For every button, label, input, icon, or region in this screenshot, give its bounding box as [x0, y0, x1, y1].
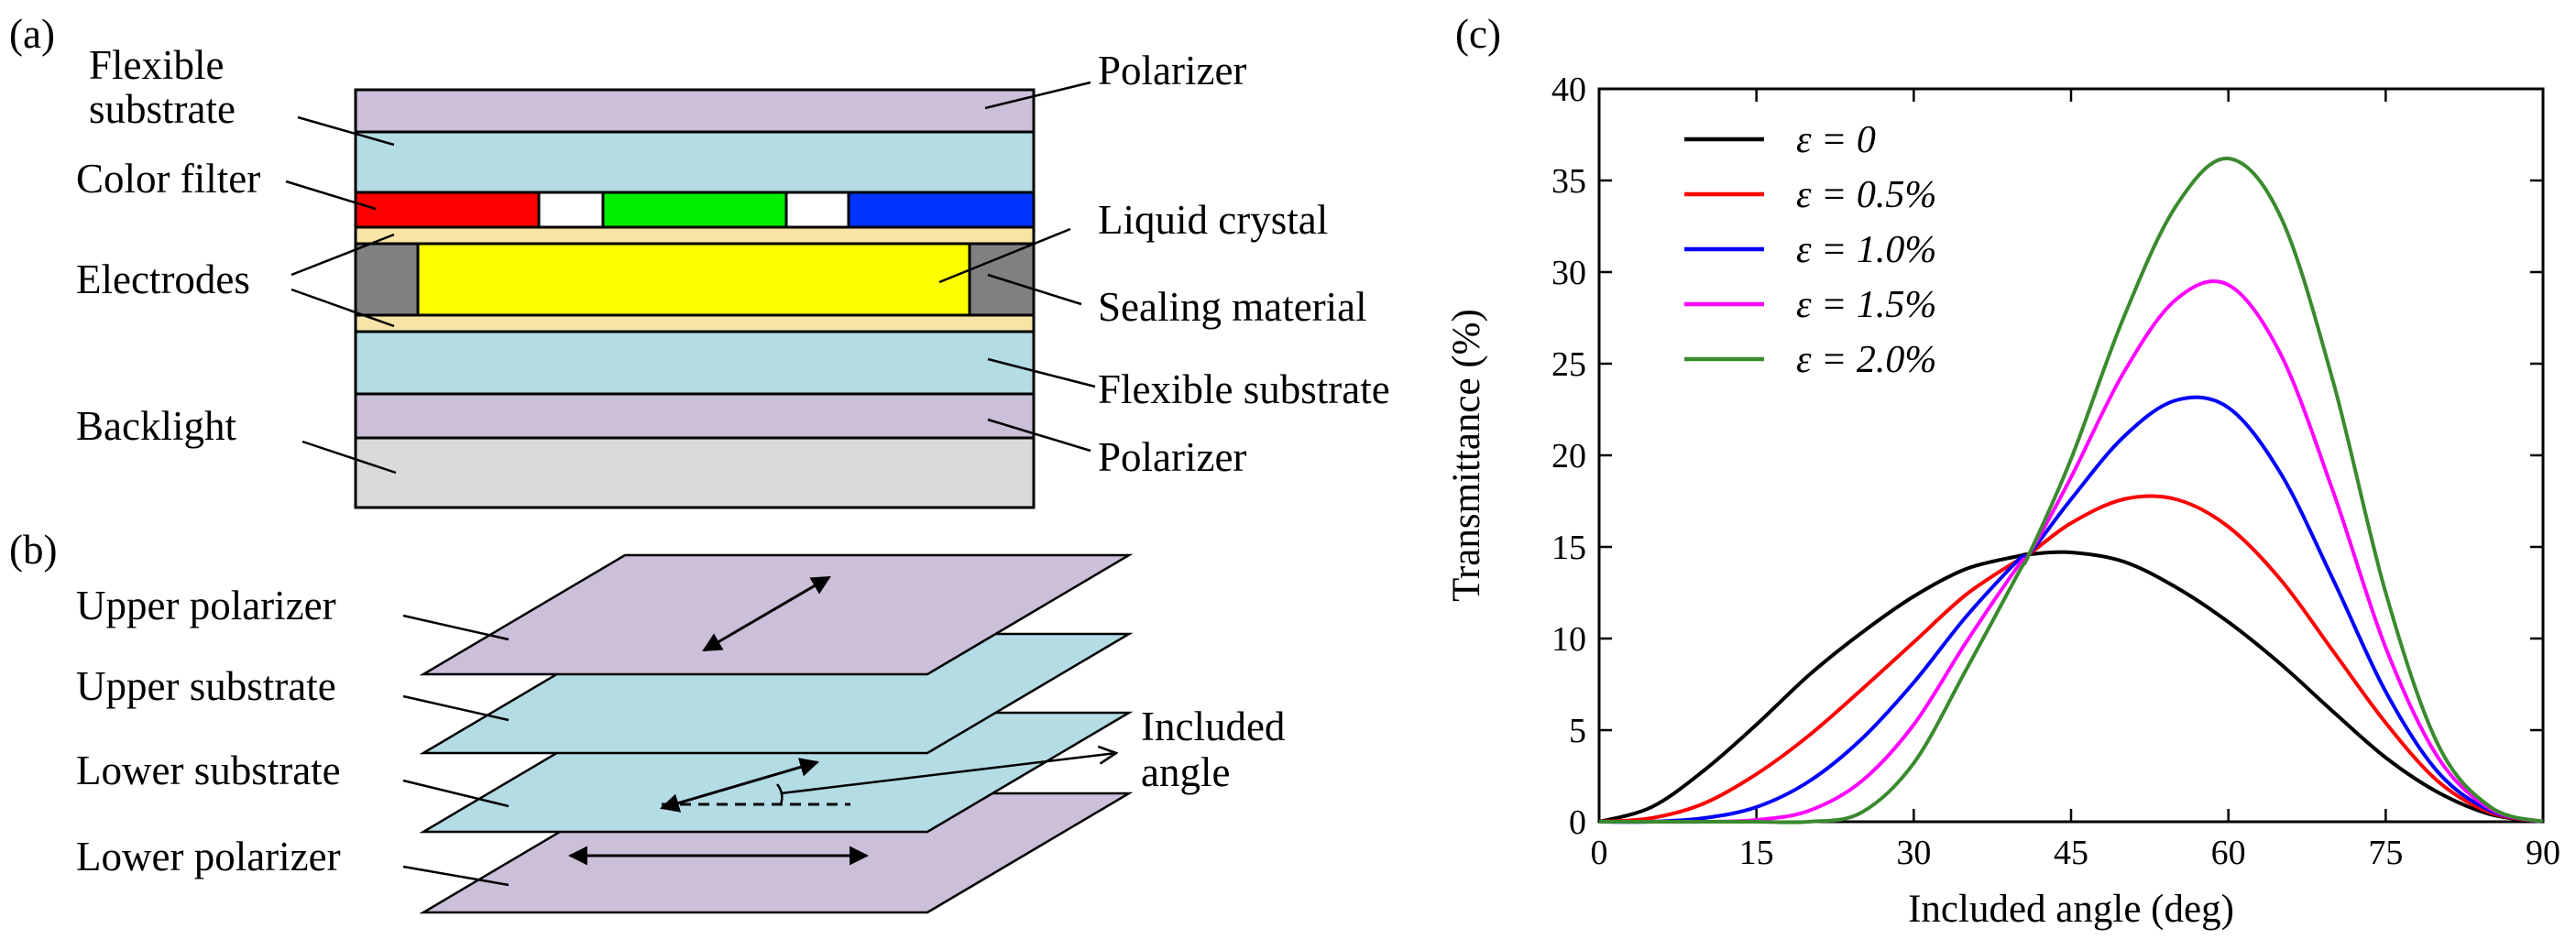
label-polarizer-top: Polarizer [1098, 48, 1246, 93]
series-line-0 [1598, 550, 2544, 824]
lcd-stack [354, 88, 1036, 509]
x-tick-label: 15 [1739, 834, 1774, 872]
label-electrodes: Electrodes [76, 257, 250, 302]
legend-label-2: ε = 1.0% [1796, 229, 1936, 271]
y-tick-label: 20 [1551, 437, 1586, 475]
label-flexible-substrate-line2: substrate [89, 86, 236, 132]
x-tick-label: 90 [2526, 834, 2560, 872]
filter-red [354, 191, 541, 229]
y-tick-label: 40 [1551, 71, 1586, 109]
panel-a-leader-lines [285, 81, 1096, 475]
filter-white-2 [784, 191, 850, 229]
top-polarizer-layer [354, 88, 1036, 134]
included-angle-pointer [780, 753, 1116, 795]
x-tick-label: 30 [1896, 834, 1931, 872]
top-electrode-layer [354, 225, 1036, 246]
label-sealing-material: Sealing material [1098, 284, 1367, 330]
sealing-left [354, 242, 420, 317]
filter-blue [847, 191, 1036, 229]
label-backlight: Backlight [76, 403, 236, 449]
panel-c-tag: (c) [1455, 11, 1501, 57]
x-tick-label: 45 [2054, 834, 2088, 872]
y-tick-label: 35 [1551, 162, 1586, 201]
series-line-3 [1599, 279, 2544, 824]
filter-green [601, 191, 788, 229]
label-included-line2: angle [1141, 749, 1230, 795]
upper-polarizer-axis-arrow [702, 575, 831, 652]
series-line-1 [1598, 494, 2544, 824]
x-tick-label: 75 [2368, 834, 2403, 872]
legend-label-1: ε = 0.5% [1796, 174, 1936, 216]
label-upper-substrate: Upper substrate [76, 663, 336, 709]
backlight-layer [354, 436, 1036, 509]
x-tick-label: 60 [2211, 834, 2246, 872]
label-included-line1: Included [1141, 704, 1285, 749]
bottom-polarizer-layer [354, 392, 1036, 440]
label-lower-polarizer: Lower polarizer [76, 834, 341, 879]
legend-label-3: ε = 1.5% [1796, 284, 1936, 326]
panel-c: (c) 0 5 10 15 20 25 30 35 40 0 15 30 45 60 75 90 ε = 0 ε … [1445, 11, 2560, 931]
legend-label-0: ε = 0 [1796, 119, 1876, 161]
polarization-arrows [567, 575, 1116, 866]
substrate-rubbing-arrow [659, 758, 820, 813]
panel-b-tag: (b) [9, 527, 57, 573]
label-upper-polarizer: Upper polarizer [76, 583, 336, 628]
bottom-substrate-layer [354, 330, 1036, 396]
liquid-crystal-layer [416, 242, 971, 317]
chart-layer: 0 5 10 15 20 25 30 35 40 0 15 30 45 60 75 90 ε = 0 ε = 0.… [1551, 71, 2560, 872]
label-color-filter: Color filter [76, 156, 260, 202]
panel-b-leader-lines [402, 614, 510, 887]
series-line-4 [1599, 156, 2544, 824]
label-lower-substrate: Lower substrate [76, 748, 341, 793]
panel-a: (a) [9, 11, 1390, 509]
y-tick-label: 15 [1551, 529, 1586, 567]
legend-label-4: ε = 2.0% [1796, 339, 1936, 381]
bottom-electrode-layer [354, 313, 1036, 333]
y-tick-label: 25 [1551, 345, 1586, 384]
top-substrate-layer [354, 130, 1036, 194]
filter-white-1 [537, 191, 605, 229]
label-polarizer-bottom: Polarizer [1098, 434, 1246, 480]
layer-plates [419, 553, 1134, 914]
series-line-2 [1598, 395, 2544, 824]
y-tick-label: 10 [1551, 620, 1586, 659]
y-tick-label: 0 [1569, 803, 1586, 842]
label-liquid-crystal: Liquid crystal [1098, 197, 1328, 243]
y-tick-label: 30 [1551, 254, 1586, 292]
y-axis-label: Transmittance (%) [1445, 309, 1488, 602]
panel-b: (b) Upper polarizer Upper substrate Lowe… [9, 527, 1285, 914]
x-axis-label: Included angle (deg) [1908, 888, 2234, 931]
y-tick-label: 5 [1569, 712, 1586, 750]
panel-a-tag: (a) [9, 11, 55, 57]
label-flexible-substrate-bottom: Flexible substrate [1098, 366, 1390, 412]
label-flexible-substrate-line1: Flexible [89, 42, 224, 88]
x-tick-label: 0 [1591, 834, 1608, 872]
